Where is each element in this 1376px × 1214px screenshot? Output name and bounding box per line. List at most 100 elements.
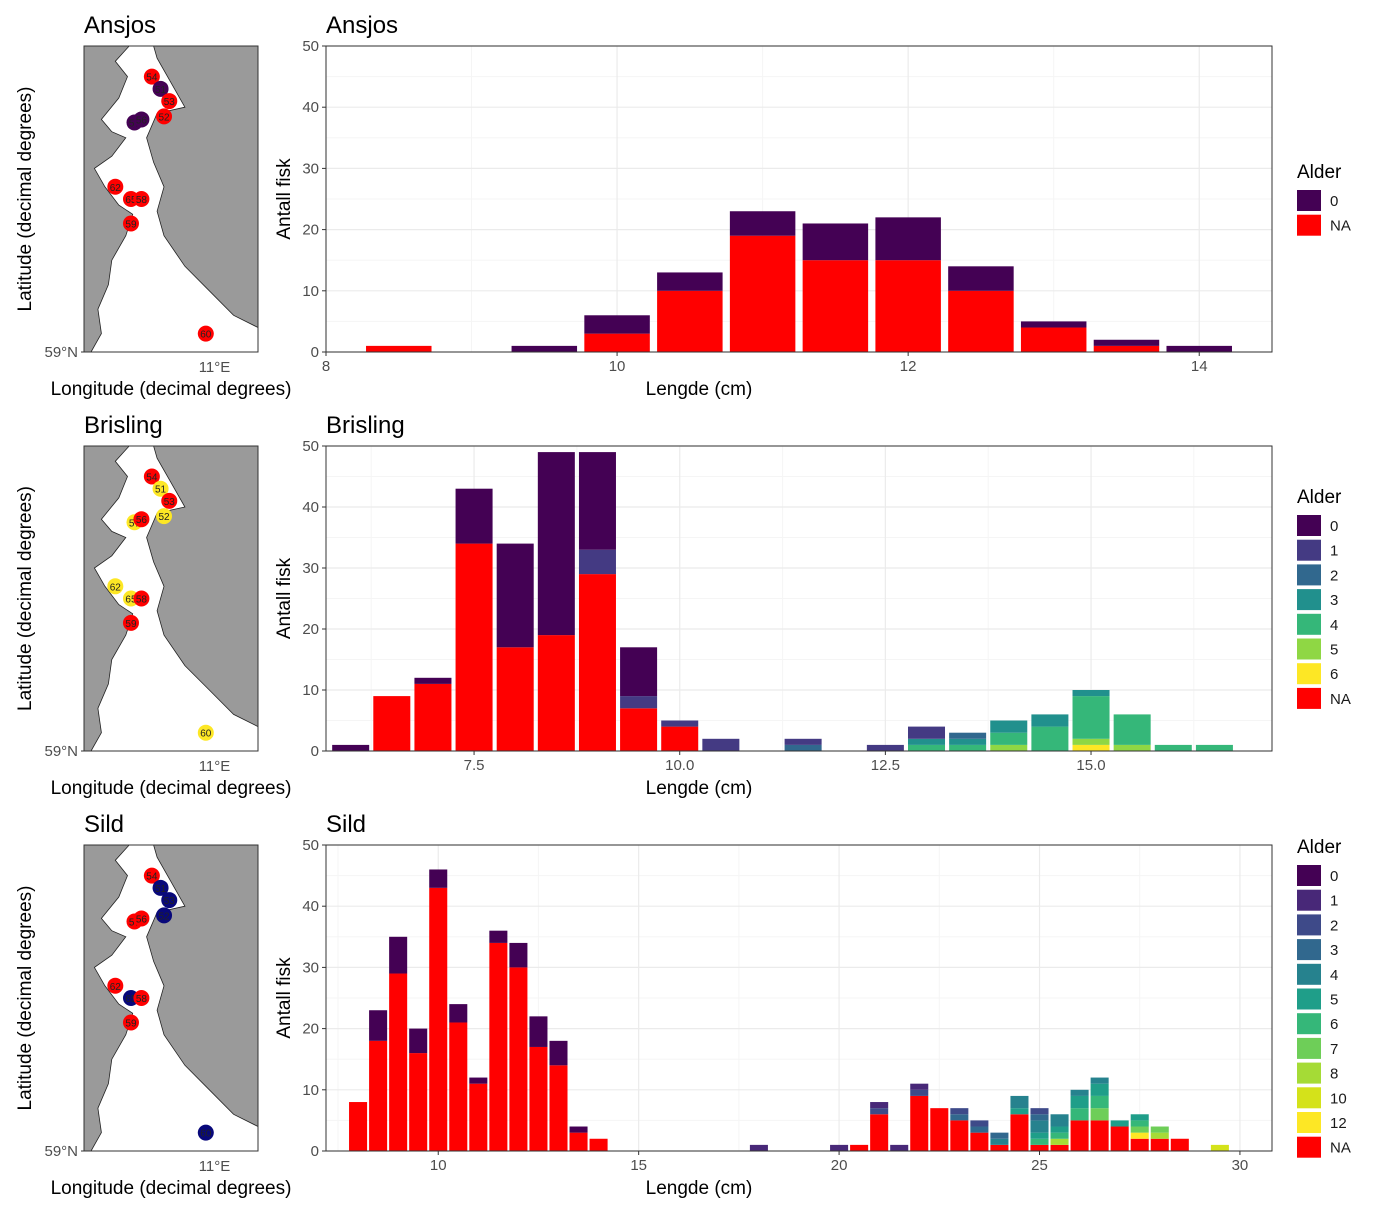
map-station-label: 56 — [136, 515, 148, 526]
y-tick-label: 0 — [311, 1143, 319, 1160]
map-station-label: 53 — [164, 896, 176, 907]
legend-swatch-age-0 — [1297, 865, 1321, 886]
map-station-marker — [152, 80, 169, 97]
bar-segment-age-NA — [990, 1144, 1009, 1151]
bar-segment-age-NA — [1110, 1126, 1129, 1151]
bar-segment-age-NA — [469, 1083, 488, 1151]
bar-segment-age-NA — [373, 696, 411, 751]
legend-swatch-age-12 — [1297, 1112, 1321, 1133]
x-tick-label: 7.5 — [464, 757, 485, 774]
bar-segment-age-4 — [1010, 1095, 1029, 1109]
map-station-label: 65 — [125, 595, 137, 606]
bar-segment-age-7 — [1150, 1126, 1169, 1133]
legend-label: 2 — [1330, 567, 1338, 584]
bar-segment-age-NA — [930, 1108, 949, 1151]
x-axis-label: Lengde (cm) — [646, 778, 753, 799]
legend-label: 0 — [1330, 868, 1338, 885]
bar-segment-age-0 — [409, 1028, 428, 1054]
map-station-label: 51 — [155, 85, 167, 96]
bar-segment-age-3 — [950, 1114, 969, 1121]
bar-segment-age-0 — [584, 315, 650, 334]
legend-label: 10 — [1330, 1090, 1347, 1107]
map-station-marker — [107, 178, 124, 195]
bar-segment-age-4 — [1070, 1089, 1089, 1096]
bar-segment-age-NA — [657, 290, 723, 352]
bar-segment-age-1 — [661, 720, 699, 727]
bar-segment-age-NA — [620, 708, 658, 751]
legend-label: 0 — [1330, 518, 1338, 535]
map-station-label: 62 — [110, 582, 122, 593]
bar-segment-age-5 — [1070, 1095, 1089, 1109]
y-axis-label: Antall fisk — [274, 557, 295, 639]
map-y-axis-label: Latitude (decimal degrees) — [15, 486, 36, 711]
chart-title: Sild — [326, 811, 366, 838]
bar-segment-age-8 — [1050, 1138, 1069, 1145]
x-tick-label: 10.0 — [665, 757, 694, 774]
map-frame — [83, 45, 259, 353]
bar-segment-age-NA — [970, 1132, 989, 1151]
map-station-marker — [133, 111, 150, 128]
legend-swatch-age-5 — [1297, 638, 1321, 660]
legend-swatch-age-2 — [1297, 564, 1321, 586]
map-lon-tick: 11°E — [199, 758, 231, 775]
legend-swatch-age-4 — [1297, 613, 1321, 635]
legend-label: 4 — [1330, 967, 1338, 984]
legend-label: NA — [1330, 1140, 1351, 1157]
map-station-label: 52 — [158, 512, 170, 523]
map-station-label: 56 — [136, 115, 148, 126]
legend-swatch-age-3 — [1297, 939, 1321, 961]
bar-segment-age-6 — [1050, 1132, 1069, 1139]
bar-segment-age-3 — [949, 738, 987, 745]
bar-segment-age-NA — [584, 333, 650, 352]
x-tick-label: 10 — [430, 1157, 447, 1174]
bar-segment-age-NA — [1070, 1120, 1089, 1151]
bar-segment-age-1 — [890, 1144, 909, 1151]
map-x-axis-label: Longitude (decimal degrees) — [51, 778, 292, 799]
map-station-label: 54 — [146, 473, 158, 484]
map-station-label: 59 — [125, 219, 137, 230]
map-station-marker — [122, 614, 139, 631]
map-station-marker — [143, 68, 160, 85]
bar-segment-age-4 — [1090, 1077, 1109, 1084]
bar-segment-age-4 — [949, 744, 987, 751]
bar-segment-age-NA — [529, 1046, 548, 1151]
y-tick-label: 30 — [302, 959, 319, 976]
y-axis-label: Antall fisk — [274, 957, 295, 1039]
chart-title: Ansjos — [326, 12, 398, 39]
map-station-label: 54 — [146, 872, 158, 883]
legend-label: 3 — [1330, 942, 1338, 959]
map-station-label: 62 — [110, 183, 122, 194]
bar-segment-age-12 — [1130, 1132, 1149, 1139]
bar-segment-age-4 — [1072, 696, 1110, 739]
map-frame — [83, 445, 259, 752]
map-title: Sild — [84, 811, 124, 838]
map-lat-tick: 59°N — [44, 344, 78, 361]
bar-segment-age-NA — [1020, 327, 1087, 352]
bar-segment-age-1 — [578, 549, 616, 575]
bar-segment-age-0 — [369, 1010, 388, 1041]
bar-segment-age-NA — [802, 260, 869, 352]
bar-segment-age-NA — [1170, 1138, 1189, 1151]
bar-segment-age-NA — [1010, 1114, 1029, 1151]
legend-label: 1 — [1330, 893, 1338, 910]
legend-swatch-age-1 — [1297, 889, 1321, 911]
map-lon-tick: 11°E — [199, 1158, 231, 1175]
bar-segment-age-0 — [569, 1126, 588, 1133]
bar-segment-age-0 — [875, 217, 941, 261]
bar-segment-age-5 — [1010, 1108, 1029, 1115]
legend-title: Alder — [1297, 487, 1342, 508]
bar-segment-age-0 — [1020, 321, 1087, 328]
bar-segment-age-0 — [469, 1077, 488, 1084]
bar-segment-age-NA — [661, 726, 699, 751]
map-station-label: 53 — [164, 497, 176, 508]
bar-segment-age-NA — [496, 647, 534, 751]
map-station-label: 58 — [136, 994, 148, 1005]
map-station-marker — [107, 578, 124, 595]
bar-segment-age-NA — [850, 1144, 869, 1151]
bar-segment-age-NA — [1093, 345, 1160, 352]
legend-swatch-age-NA — [1297, 214, 1321, 236]
bar-segment-age-1 — [910, 1083, 929, 1090]
x-tick-label: 15 — [630, 1157, 647, 1174]
bar-segment-age-2 — [1030, 1108, 1049, 1115]
